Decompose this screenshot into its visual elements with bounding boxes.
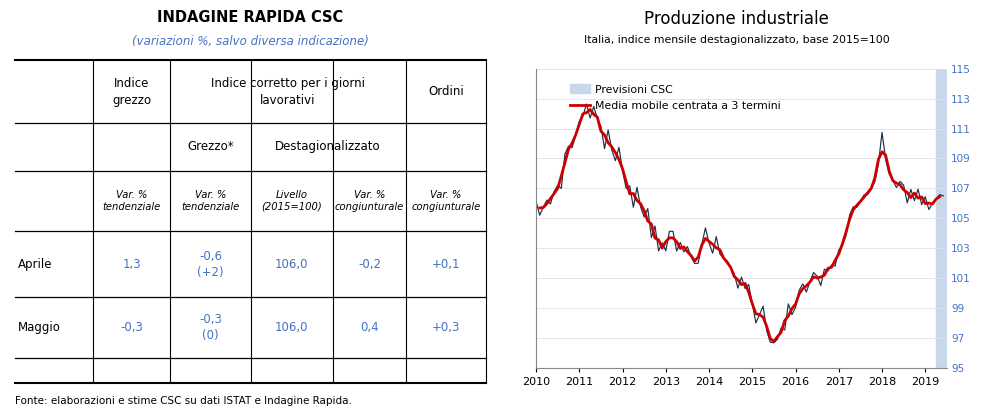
Legend: Previsioni CSC, Media mobile centrata a 3 termini: Previsioni CSC, Media mobile centrata a …: [566, 80, 786, 116]
Text: Indice corretto per i giorni
lavorativi: Indice corretto per i giorni lavorativi: [211, 77, 365, 106]
Text: 0,4: 0,4: [360, 321, 379, 334]
Text: Fonte: elaborazioni e stime CSC su dati ISTAT e Indagine Rapida.: Fonte: elaborazioni e stime CSC su dati …: [15, 396, 352, 406]
Text: -0,2: -0,2: [358, 258, 381, 271]
Text: -0,3: -0,3: [120, 321, 143, 334]
Text: Italia, indice mensile destagionalizzato, base 2015=100: Italia, indice mensile destagionalizzato…: [583, 35, 890, 45]
Text: +0,1: +0,1: [432, 258, 460, 271]
Text: Var. %
congiunturale: Var. % congiunturale: [411, 190, 481, 212]
Text: Var. %
congiunturale: Var. % congiunturale: [335, 190, 404, 212]
Text: Grezzo*: Grezzo*: [187, 140, 233, 153]
Text: Var. %
tendenziale: Var. % tendenziale: [181, 190, 239, 212]
Text: 1,3: 1,3: [122, 258, 141, 271]
Text: Livello
(2015=100): Livello (2015=100): [262, 190, 323, 212]
Text: 106,0: 106,0: [276, 258, 309, 271]
Text: +0,3: +0,3: [432, 321, 460, 334]
Text: INDAGINE RAPIDA CSC: INDAGINE RAPIDA CSC: [157, 10, 344, 25]
Text: 106,0: 106,0: [276, 321, 309, 334]
Text: (variazioni %, salvo diversa indicazione): (variazioni %, salvo diversa indicazione…: [132, 35, 369, 48]
Text: -0,3
(0): -0,3 (0): [199, 313, 221, 342]
Text: Var. %
tendenziale: Var. % tendenziale: [102, 190, 160, 212]
Text: Produzione industriale: Produzione industriale: [644, 10, 829, 28]
Text: Indice
grezzo: Indice grezzo: [112, 77, 151, 106]
Bar: [936, 69, 947, 368]
Text: Aprile: Aprile: [17, 258, 52, 271]
Text: Destagionalizzato: Destagionalizzato: [276, 140, 381, 153]
Text: Ordini: Ordini: [428, 85, 464, 98]
Text: Maggio: Maggio: [17, 321, 60, 334]
Text: -0,6
(+2): -0,6 (+2): [197, 250, 223, 279]
